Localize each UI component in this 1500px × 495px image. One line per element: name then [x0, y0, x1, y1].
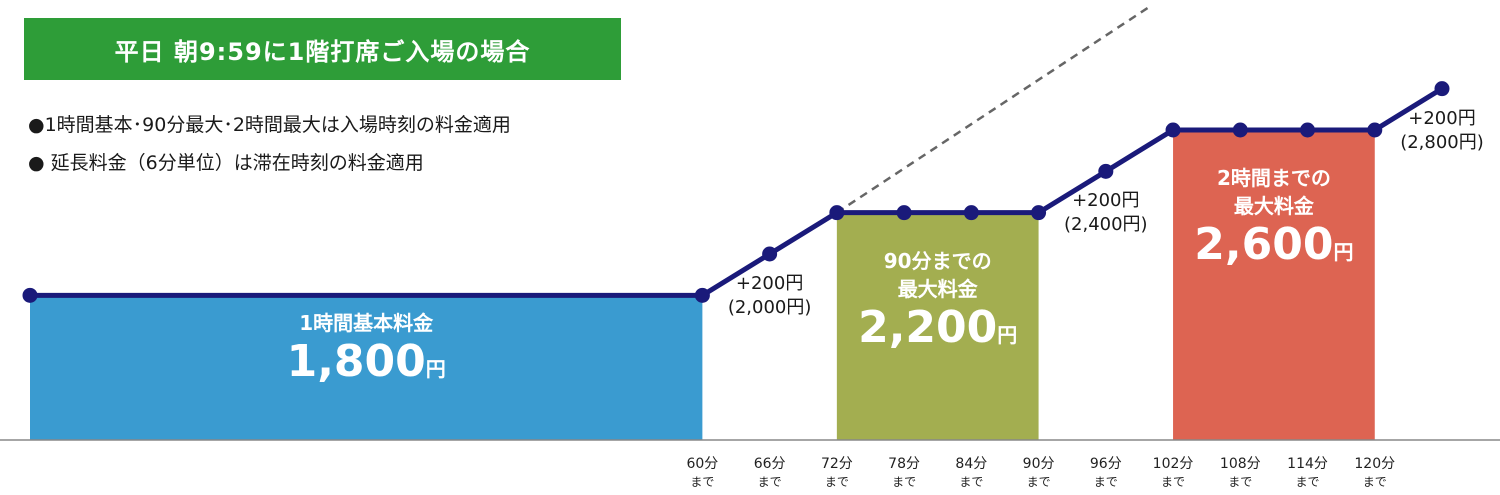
x-tick-label: まで: [959, 475, 983, 489]
increment-label: +200円 (2,800円): [1392, 107, 1492, 155]
increment-total: (2,800円): [1400, 131, 1484, 153]
x-tick-label: 78分: [888, 456, 920, 472]
x-tick-label: まで: [1296, 475, 1320, 489]
data-point: [694, 287, 710, 303]
x-tick-label: まで: [1363, 475, 1387, 489]
data-point: [762, 246, 778, 262]
data-point: [1300, 122, 1316, 138]
note-item: ● 延長料金（6分単位）は滞在時刻の料金適用: [28, 152, 424, 174]
zone-price: 2,600: [1194, 219, 1334, 270]
data-point: [1165, 122, 1181, 138]
page-title: 平日 朝9:59に1階打席ご入場の場合: [24, 18, 621, 80]
data-point: [829, 205, 845, 221]
x-tick-label: まで: [690, 475, 714, 489]
zone-title: 90分までの: [883, 248, 992, 273]
zone-label-120min: 2時間までの 最大料金 2,600円: [1173, 164, 1375, 277]
notes: ●1時間基本･90分最大･2時間最大は入場時刻の料金適用 ● 延長料金（6分単位…: [28, 106, 511, 182]
zone-rect: [836, 212, 1039, 440]
zone-unit: 円: [1333, 240, 1354, 264]
x-tick-label: 120分: [1354, 456, 1395, 472]
zone-rect: [1173, 130, 1375, 440]
trend-dashed-line: [836, 4, 1152, 214]
x-tick-label: 72分: [821, 456, 853, 472]
x-tick-label: 102分: [1153, 456, 1194, 472]
x-tick-label: まで: [758, 475, 782, 489]
data-point: [1098, 163, 1114, 179]
zone-label-basic: 1時間基本料金 1,800円: [30, 309, 702, 394]
x-tick-label: まで: [1161, 475, 1185, 489]
zone-label-90min: 90分までの 最大料金 2,200円: [837, 247, 1039, 360]
zone-rect: [30, 295, 703, 440]
data-point: [22, 287, 38, 303]
zone-title: 1時間基本料金: [299, 311, 434, 336]
increment-label: +200円 (2,000円): [720, 272, 820, 320]
data-point: [1367, 122, 1383, 138]
x-tick-label: まで: [1027, 475, 1051, 489]
x-tick-label: まで: [825, 475, 849, 489]
note-item: ●1時間基本･90分最大･2時間最大は入場時刻の料金適用: [28, 114, 511, 136]
zone-unit: 円: [425, 357, 446, 382]
x-tick-label: 90分: [1023, 456, 1055, 472]
increment-amount: +200円: [1072, 190, 1140, 212]
zone-subtitle: 最大料金: [1233, 194, 1314, 218]
increment-total: (2,400円): [1064, 214, 1148, 236]
increment-total: (2,000円): [727, 297, 812, 318]
zone-unit: 円: [997, 322, 1018, 347]
data-point: [1434, 81, 1450, 97]
increment-amount: +200円: [1408, 107, 1476, 129]
x-tick-label: 60分: [686, 456, 718, 472]
x-tick-label: 84分: [955, 456, 987, 472]
data-point: [963, 205, 979, 221]
zone-title: 2時間までの: [1216, 166, 1331, 190]
zone-price: 1,800: [286, 336, 426, 388]
x-tick-label: 114分: [1287, 456, 1328, 472]
data-point: [1232, 122, 1248, 138]
x-tick-label: まで: [1228, 475, 1252, 489]
x-tick-label: 108分: [1220, 456, 1261, 472]
x-tick-label: まで: [892, 475, 916, 489]
increment-amount: +200円: [735, 273, 804, 294]
data-point: [1031, 205, 1047, 221]
x-tick-label: まで: [1094, 475, 1118, 489]
zone-subtitle: 最大料金: [897, 276, 978, 301]
zone-price: 2,200: [858, 301, 998, 353]
x-tick-label: 66分: [754, 456, 786, 472]
increment-label: +200円 (2,400円): [1056, 189, 1156, 237]
data-point: [896, 205, 912, 221]
x-tick-label: 96分: [1090, 456, 1122, 472]
